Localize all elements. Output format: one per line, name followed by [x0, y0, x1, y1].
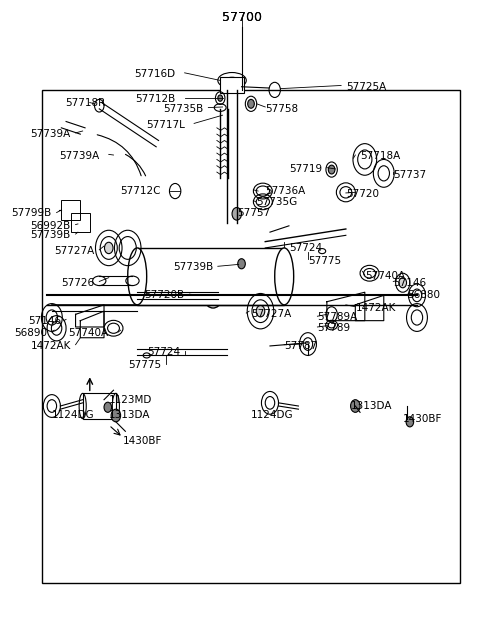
Ellipse shape: [128, 248, 147, 305]
Circle shape: [218, 95, 223, 101]
Text: 57718R: 57718R: [65, 98, 105, 107]
Text: 57789A: 57789A: [317, 312, 358, 323]
Circle shape: [238, 258, 245, 269]
Text: 57775: 57775: [128, 360, 161, 370]
Text: 57740A: 57740A: [69, 328, 109, 338]
Circle shape: [104, 402, 112, 412]
Text: 57700: 57700: [222, 11, 262, 23]
Text: 57758: 57758: [265, 104, 299, 114]
Text: 57735B: 57735B: [163, 104, 204, 114]
Text: 57739A: 57739A: [59, 151, 99, 161]
Text: 1472AK: 1472AK: [30, 341, 71, 351]
Text: 57757: 57757: [237, 208, 270, 218]
Text: 57718A: 57718A: [360, 151, 400, 161]
Text: 1472AK: 1472AK: [355, 303, 396, 313]
Circle shape: [248, 100, 254, 108]
Text: 57720: 57720: [346, 189, 379, 199]
Text: 57726: 57726: [61, 277, 95, 288]
Text: 56992B: 56992B: [31, 221, 71, 231]
Text: 57740A: 57740A: [365, 271, 405, 281]
Text: 57712B: 57712B: [135, 95, 175, 104]
Text: 1430BF: 1430BF: [123, 436, 162, 446]
Text: 1124DG: 1124DG: [251, 410, 294, 420]
Text: 57716D: 57716D: [134, 69, 175, 79]
Bar: [83, 393, 116, 418]
Circle shape: [350, 399, 360, 412]
Text: 1313DA: 1313DA: [350, 401, 392, 411]
Text: 57739B: 57739B: [31, 231, 71, 240]
Text: 57727A: 57727A: [251, 309, 291, 319]
Text: 57146: 57146: [393, 277, 426, 288]
Text: 57724: 57724: [147, 347, 180, 358]
Text: 57735G: 57735G: [256, 197, 297, 208]
Text: 57719: 57719: [289, 164, 322, 174]
Text: 57737: 57737: [393, 170, 426, 180]
Circle shape: [328, 165, 335, 174]
Text: 56890: 56890: [14, 328, 47, 338]
Text: 1313DA: 1313DA: [109, 410, 150, 420]
Text: 1124DG: 1124DG: [52, 410, 95, 420]
Text: 1430BF: 1430BF: [403, 413, 442, 424]
Text: 57736A: 57736A: [265, 186, 305, 196]
Ellipse shape: [223, 77, 241, 90]
Text: 57775: 57775: [308, 256, 341, 265]
Text: 57789: 57789: [317, 323, 350, 333]
Text: 57727A: 57727A: [54, 246, 95, 256]
Bar: [61, 200, 80, 220]
Text: 57712C: 57712C: [120, 186, 161, 196]
Text: 57146: 57146: [28, 316, 61, 326]
Bar: [220, 77, 244, 93]
Text: 57787: 57787: [284, 341, 317, 351]
Circle shape: [232, 208, 241, 220]
Text: 57717L: 57717L: [146, 119, 185, 130]
Text: 56880: 56880: [408, 290, 441, 300]
Text: 57724: 57724: [289, 243, 322, 253]
Bar: [42, 90, 460, 583]
Text: 57700: 57700: [222, 11, 262, 23]
Text: 57739B: 57739B: [173, 262, 213, 272]
Text: 57799B: 57799B: [12, 208, 52, 218]
Circle shape: [399, 277, 407, 288]
Circle shape: [256, 305, 265, 317]
Circle shape: [406, 417, 414, 427]
Bar: [137, 248, 284, 305]
Bar: [71, 213, 90, 232]
Circle shape: [105, 243, 113, 253]
Text: 57739A: 57739A: [31, 129, 71, 139]
Text: 1123MD: 1123MD: [109, 395, 152, 404]
Text: 57720B: 57720B: [144, 290, 185, 300]
Text: 57725A: 57725A: [346, 82, 386, 91]
Circle shape: [111, 409, 120, 422]
Ellipse shape: [275, 248, 294, 305]
